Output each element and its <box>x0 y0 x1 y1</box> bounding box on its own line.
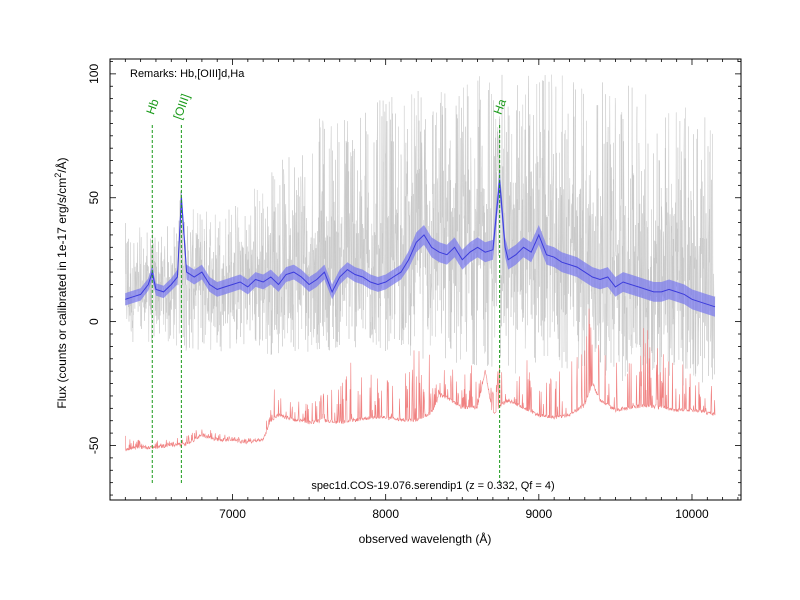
x-axis-label: observed wavelength (Å) <box>359 531 492 546</box>
y-tick-label: -50 <box>87 436 101 454</box>
y-axis-label: Flux (counts or calibrated in 1e-17 erg/… <box>53 157 69 408</box>
plot-border <box>109 58 742 501</box>
emission-line-label: Ha <box>491 97 510 117</box>
remarks-annotation: Remarks: Hb,[OIII]d,Ha <box>130 68 245 80</box>
x-tick-label: 7000 <box>219 507 246 521</box>
smoothed-spectrum-line <box>125 180 716 308</box>
emission-line-label: [OIII] <box>171 92 193 121</box>
noise-spectrum-layer <box>125 308 716 452</box>
smoothed-spectrum-layer <box>125 180 716 308</box>
y-tick-label: 0 <box>87 318 101 325</box>
y-tick-label: 100 <box>87 64 101 84</box>
axis-ticks: 7000 8000 9000 10000 -50 0 50 100 <box>87 59 741 521</box>
y-tick-label: 50 <box>87 191 101 205</box>
x-tick-label: 10000 <box>675 507 709 521</box>
noise-spectrum-line <box>125 308 716 452</box>
x-tick-label: 8000 <box>372 507 399 521</box>
emission-line-label: Hb <box>143 97 162 117</box>
x-tick-label: 9000 <box>525 507 552 521</box>
spectrum-caption: spec1d.COS-19.076.serendip1 (z = 0.332, … <box>311 480 554 492</box>
plot-frame <box>109 58 742 501</box>
